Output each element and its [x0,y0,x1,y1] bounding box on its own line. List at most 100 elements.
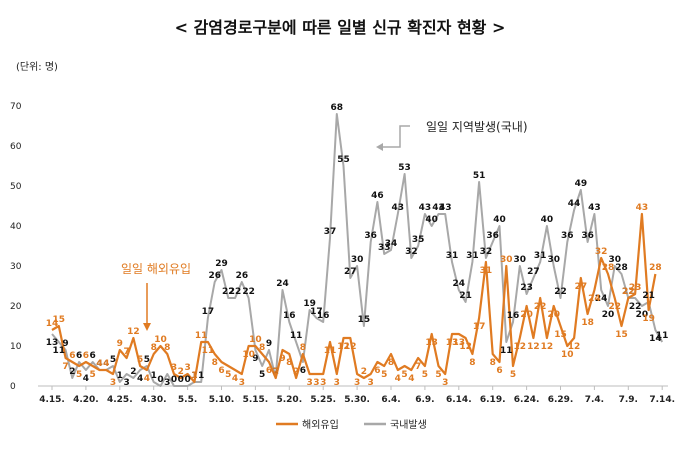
data-label-domestic: 2 [69,367,75,377]
data-label-domestic: 16 [283,311,296,321]
y-tick-label: 0 [10,382,16,392]
data-label-foreign: 13 [425,338,438,348]
x-tick-label: 4.20. [73,395,99,405]
data-label-foreign: 30 [500,255,513,265]
data-label-domestic: 4 [96,359,102,369]
data-label-foreign: 8 [469,358,475,368]
data-label-foreign: 7 [415,362,421,372]
data-label-domestic: 0 [178,375,184,385]
data-label-domestic: 43 [588,203,601,213]
domestic-annotation-arrow [380,125,410,148]
data-label-foreign: 4 [96,359,102,369]
x-tick-label: 4.30. [141,395,167,405]
data-label-foreign: 12 [527,342,540,352]
data-label-domestic: 11 [290,331,303,341]
x-tick-label: 5.25. [310,395,336,405]
data-label-foreign: 5 [422,370,428,380]
data-label-foreign: 15 [53,315,66,325]
data-label-foreign: 3 [354,378,360,388]
foreign-annotation-arrowhead [143,323,151,331]
data-label-domestic: 53 [398,163,411,173]
data-label-domestic: 51 [473,171,486,181]
data-label-foreign: 22 [622,287,635,297]
data-label-domestic: 30 [514,255,527,265]
data-label-domestic: 44 [568,199,581,209]
data-label-domestic: 43 [419,203,432,213]
data-label-domestic: 4 [103,359,109,369]
data-label-domestic: 31 [466,251,479,261]
data-label-domestic: 17 [202,307,215,317]
data-label-foreign: 12 [344,342,357,352]
data-label-domestic: 32 [405,247,418,257]
data-label-foreign: 5 [225,370,231,380]
data-label-foreign: 2 [293,367,299,377]
data-label-foreign: 4 [408,374,414,384]
data-label-domestic: 34 [385,239,398,249]
data-label-domestic: 16 [317,311,330,321]
data-label-domestic: 21 [642,291,655,301]
data-label-domestic: 35 [412,235,425,245]
x-tick-label: 4.15. [39,395,65,405]
data-label-domestic: 11 [53,346,66,356]
data-label-foreign: 4 [144,374,150,384]
data-label-foreign: 5 [90,370,96,380]
data-label-foreign: 20 [547,310,560,320]
data-label-domestic: 33 [378,243,391,253]
data-label-foreign: 8 [490,358,496,368]
data-label-foreign: 11 [324,346,337,356]
data-label-domestic: 9 [266,339,272,349]
data-label-foreign: 31 [480,266,493,276]
data-label-domestic: 11 [500,346,513,356]
data-label-domestic: 49 [575,179,588,189]
data-label-domestic: 2 [130,367,136,377]
data-label-foreign: 15 [615,330,628,340]
data-label-foreign: 6 [374,366,380,376]
data-label-domestic: 3 [123,378,129,388]
data-label-domestic: 43 [392,203,405,213]
foreign-annotation: 일일 해외유입 [121,262,191,276]
data-label-domestic: 0 [157,375,163,385]
data-label-foreign: 3 [368,378,374,388]
data-label-foreign: 28 [602,263,615,273]
data-label-foreign: 5 [137,355,143,365]
data-label-foreign: 3 [320,378,326,388]
data-label-foreign: 3 [239,378,245,388]
data-label-foreign: 8 [164,343,170,353]
data-label-domestic: 0 [184,375,190,385]
data-label-foreign: 8 [212,358,218,368]
data-label-foreign: 4 [103,359,109,369]
series-line-foreign [51,212,657,384]
y-tick-label: 70 [10,102,22,112]
data-label-domestic: 22 [622,287,635,297]
data-label-domestic: 14 [649,334,662,344]
data-label-domestic: 22 [242,287,255,297]
data-label-domestic: 30 [608,255,621,265]
data-label-domestic: 23 [520,283,533,293]
data-label-foreign: 6 [218,366,224,376]
data-label-domestic: 55 [337,155,350,165]
data-label-domestic: 5 [110,355,116,365]
x-tick-label: 4.25. [107,395,133,405]
data-label-foreign: 9 [117,339,123,349]
data-label-foreign: 8 [286,358,292,368]
data-label-domestic: 1 [117,371,123,381]
legend-label-foreign: 해외유입 [302,418,339,431]
data-label-domestic: 22 [629,302,642,312]
x-tick-label: 6.24. [514,395,540,405]
data-label-foreign: 20 [520,310,533,320]
chart-title: < 감염경로구분에 따른 일별 신규 확진자 현황 > [175,18,506,37]
series-line-domestic [51,113,664,387]
data-label-domestic: 40 [493,215,506,225]
data-label-foreign: 24 [588,294,601,304]
y-tick-label: 20 [10,302,22,312]
data-label-foreign: 5 [510,370,516,380]
data-label-domestic: 20 [602,310,615,320]
x-tick-label: 6.19. [480,395,506,405]
data-label-foreign: 32 [595,247,608,257]
data-label-domestic: 32 [480,247,493,257]
data-label-foreign: 6 [266,366,272,376]
data-label-foreign: 23 [629,283,642,293]
data-label-domestic: 40 [425,215,438,225]
data-label-domestic: 24 [453,279,466,289]
